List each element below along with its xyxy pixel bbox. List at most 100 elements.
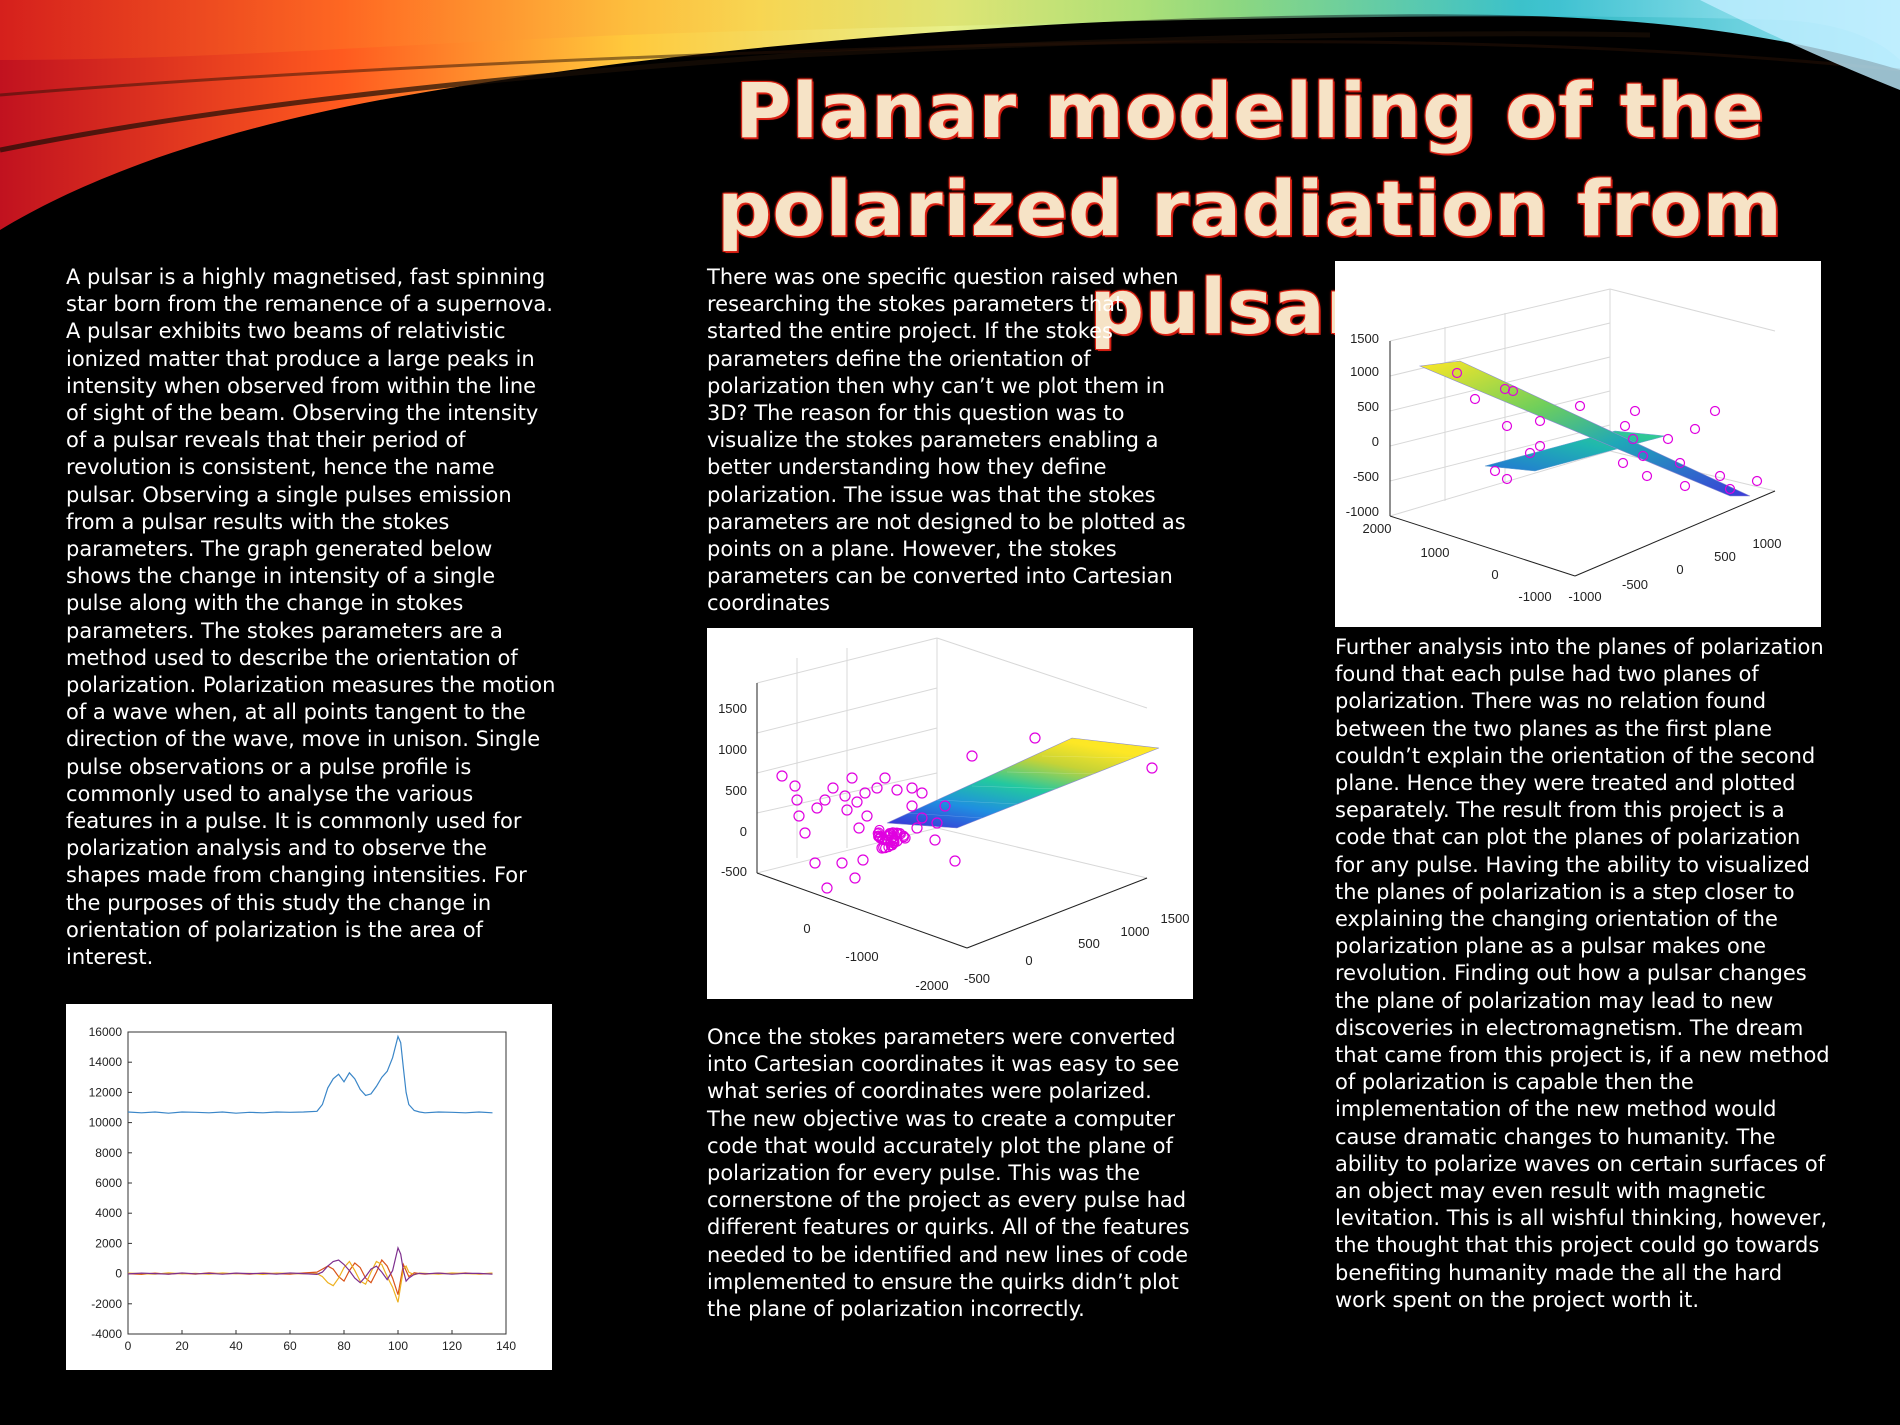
- z-tick-label: 0: [740, 824, 747, 839]
- stokes-points: [776, 732, 1158, 894]
- data-point: [791, 794, 803, 806]
- z-tick-label: 1500: [718, 701, 747, 716]
- series-line-3: [127, 1260, 493, 1303]
- data-point: [1489, 465, 1501, 477]
- series-line-1: [127, 1034, 493, 1114]
- data-point: [1524, 447, 1536, 459]
- data-point: [873, 827, 884, 838]
- z-tick-label: 0: [1372, 434, 1379, 449]
- z-tick-label: -500: [1353, 469, 1379, 484]
- z-tick-label: 1000: [1350, 364, 1379, 379]
- data-point: [906, 782, 918, 794]
- data-point: [799, 827, 811, 839]
- data-point: [789, 780, 801, 792]
- data-point: [1662, 433, 1674, 445]
- data-point: [1641, 470, 1653, 482]
- x-tick-label: 2000: [1363, 521, 1392, 536]
- data-point: [966, 750, 978, 762]
- data-point: [1534, 415, 1546, 427]
- series-line-2: [127, 1258, 493, 1295]
- y-tick-label: -500: [964, 971, 990, 986]
- z-tick-label: 500: [1357, 399, 1379, 414]
- data-point: [1469, 393, 1481, 405]
- polarization-plane-1: [1418, 360, 1751, 497]
- data-point: [1619, 420, 1631, 432]
- data-point: [871, 782, 883, 794]
- data-point: [776, 770, 788, 782]
- y-tick-label: -4000: [91, 1327, 122, 1341]
- y-tick-label: 0: [1025, 953, 1032, 968]
- x-tick-label: 0: [803, 921, 810, 936]
- y-tick-label: 0: [1676, 562, 1683, 577]
- x-tick-label: 140: [496, 1339, 516, 1353]
- x-tick-label: 40: [229, 1339, 243, 1353]
- y-tick-label: 12000: [89, 1085, 123, 1099]
- middle-column-text-top: There was one specific question raised w…: [707, 265, 1186, 616]
- data-point: [821, 882, 833, 894]
- data-point: [1637, 450, 1649, 462]
- data-point: [836, 857, 848, 869]
- data-point: [1709, 405, 1721, 417]
- data-point: [1627, 433, 1639, 445]
- data-point: [811, 802, 823, 814]
- x-tick-label: 1000: [1421, 545, 1450, 560]
- data-point: [874, 832, 886, 843]
- data-point: [1689, 423, 1701, 435]
- z-tick-label: -500: [721, 864, 747, 879]
- data-point: [1501, 420, 1513, 432]
- x-tick-label: 100: [388, 1339, 408, 1353]
- z-tick-label: 500: [725, 783, 747, 798]
- data-point: [892, 828, 903, 839]
- x-tick-label: -1000: [1518, 589, 1551, 604]
- data-point: [1617, 457, 1629, 469]
- x-tick-label: 60: [283, 1339, 297, 1353]
- single-plane-3d-plot: 1500 1000 500 0 -500 0 -1000 -2000 -500 0 500 1000 1…: [707, 628, 1193, 999]
- data-point: [859, 787, 871, 799]
- y-tick-label: 500: [1078, 936, 1100, 951]
- data-point: [1451, 367, 1463, 379]
- x-tick-label: 0: [125, 1339, 132, 1353]
- data-point: [1507, 385, 1519, 397]
- data-point: [949, 855, 961, 867]
- header-banner: [0, 0, 1900, 230]
- x-tick-label: 20: [175, 1339, 189, 1353]
- data-point: [916, 787, 928, 799]
- data-point: [861, 810, 873, 822]
- data-point: [939, 800, 951, 812]
- data-point: [1714, 470, 1726, 482]
- data-point: [931, 817, 943, 829]
- data-point: [911, 822, 923, 834]
- data-point: [839, 790, 851, 802]
- data-point: [1724, 483, 1736, 495]
- data-point: [1501, 473, 1513, 485]
- x-tick-label: -1000: [845, 949, 878, 964]
- data-point: [849, 872, 861, 884]
- x-tick-label: 120: [442, 1339, 462, 1353]
- two-planes-3d-plot: 1500 1000 500 0 -500 -1000 2000 1000 0 -1000 -1000…: [1335, 261, 1821, 627]
- z-tick-label: 1500: [1350, 331, 1379, 346]
- data-point: [827, 782, 839, 794]
- data-point: [841, 804, 853, 816]
- data-point: [1029, 732, 1041, 744]
- y-tick-label: -500: [1622, 577, 1648, 592]
- data-point: [1534, 440, 1546, 452]
- y-tick-label: 1000: [1753, 536, 1782, 551]
- data-point: [929, 834, 941, 846]
- data-point: [1629, 405, 1641, 417]
- y-tick-label: 10000: [89, 1116, 123, 1130]
- y-tick-label: 14000: [89, 1055, 123, 1069]
- data-point: [809, 857, 821, 869]
- y-tick-label: 0: [115, 1267, 122, 1281]
- data-point: [891, 784, 903, 796]
- series-line-4: [127, 1246, 493, 1284]
- y-tick-label: -1000: [1568, 589, 1601, 604]
- y-tick-label: 8000: [95, 1146, 122, 1160]
- intensity-stokes-chart: 16000 14000 12000 10000 8000 6000 4000 2000 0 -20…: [66, 1004, 552, 1370]
- data-point: [1499, 383, 1511, 395]
- z-tick-label: -1000: [1346, 504, 1379, 519]
- data-point: [906, 800, 918, 812]
- y-tick-label: -2000: [91, 1297, 122, 1311]
- data-point: [1679, 480, 1691, 492]
- y-tick-label: 16000: [89, 1025, 123, 1039]
- data-point: [1674, 457, 1686, 469]
